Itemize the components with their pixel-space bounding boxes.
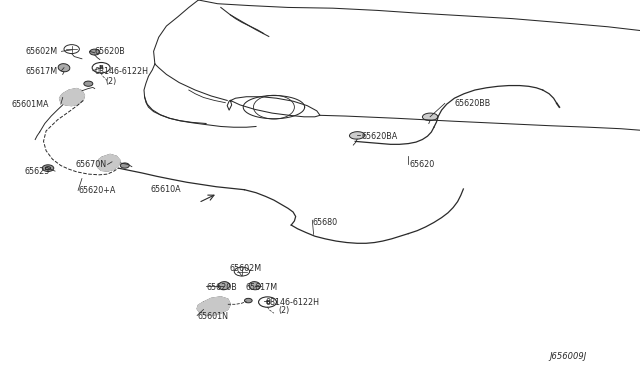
Ellipse shape [58, 64, 70, 72]
Text: 65620: 65620 [410, 160, 435, 169]
Text: 65680: 65680 [312, 218, 337, 227]
Text: 65617M: 65617M [26, 67, 58, 76]
Text: 65620B: 65620B [95, 47, 125, 56]
Text: 65610A: 65610A [150, 185, 181, 194]
Text: 65670N: 65670N [76, 160, 107, 169]
Circle shape [90, 49, 100, 55]
Ellipse shape [249, 282, 260, 290]
Text: (2): (2) [278, 306, 290, 315]
Circle shape [84, 81, 93, 86]
Polygon shape [60, 89, 84, 106]
Circle shape [45, 167, 51, 170]
Ellipse shape [422, 113, 438, 121]
Text: B: B [99, 65, 104, 70]
Text: 65625: 65625 [24, 167, 50, 176]
Polygon shape [197, 297, 230, 315]
Polygon shape [97, 154, 120, 171]
Circle shape [120, 163, 129, 168]
Text: 65617M: 65617M [246, 283, 278, 292]
Ellipse shape [218, 282, 230, 290]
Text: B: B [265, 299, 270, 305]
Text: 08146-6122H: 08146-6122H [95, 67, 148, 76]
Text: 65620BB: 65620BB [454, 99, 491, 108]
Text: (2): (2) [106, 77, 117, 86]
Text: 65602M: 65602M [229, 264, 261, 273]
Circle shape [42, 165, 54, 171]
Text: 65620+A: 65620+A [78, 186, 115, 195]
Text: 08146-6122H: 08146-6122H [266, 298, 319, 307]
Text: 65602M: 65602M [26, 47, 58, 56]
Text: 65620BA: 65620BA [362, 132, 398, 141]
Text: 65601N: 65601N [197, 312, 228, 321]
Ellipse shape [349, 132, 365, 139]
Text: 65620B: 65620B [206, 283, 237, 292]
Text: 65601MA: 65601MA [12, 100, 49, 109]
Text: J656009J: J656009J [549, 352, 586, 361]
Circle shape [244, 298, 252, 303]
